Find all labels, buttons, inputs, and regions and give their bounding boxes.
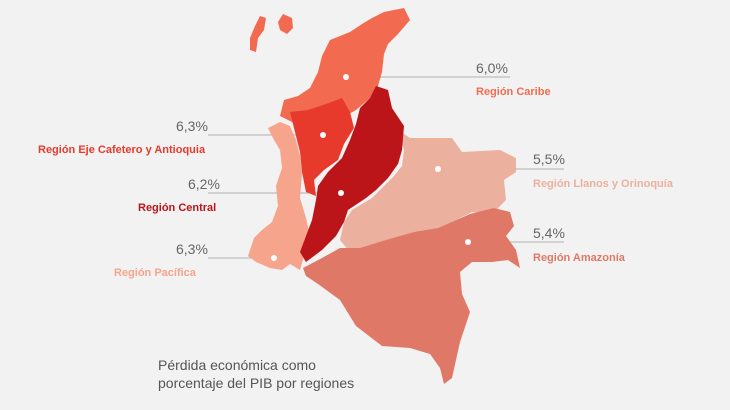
name-caribe: Región Caribe: [476, 86, 551, 98]
marker-central: [338, 190, 344, 196]
region-caribe-islands: [250, 14, 293, 52]
marker-amazonia: [465, 239, 471, 245]
value-amazonia: 5,4%: [533, 225, 565, 241]
marker-llanos: [435, 166, 441, 172]
name-central: Región Central: [138, 202, 217, 214]
name-eje: Región Eje Cafetero y Antioquia: [38, 144, 206, 156]
caption-line-2: porcentaje del PIB por regiones: [158, 375, 355, 391]
region-central: [300, 86, 404, 262]
region-llanos: [340, 130, 516, 252]
marker-caribe: [343, 74, 349, 80]
value-caribe: 6,0%: [476, 60, 508, 76]
value-pacifica: 6,3%: [176, 241, 208, 257]
name-llanos: Región Llanos y Orinoquía: [533, 178, 673, 190]
region-pacifica: [248, 122, 310, 270]
value-central: 6,2%: [188, 176, 220, 192]
value-llanos: 5,5%: [533, 151, 565, 167]
name-amazonia: Región Amazonía: [533, 252, 625, 264]
region-caribe: [280, 8, 410, 128]
map-caption: Pérdida económica como porcentaje del PI…: [158, 356, 354, 392]
marker-pacifica: [271, 255, 277, 261]
marker-eje: [320, 132, 326, 138]
caption-line-1: Pérdida económica como: [158, 357, 316, 373]
value-eje: 6,3%: [176, 118, 208, 134]
name-pacifica: Región Pacífica: [114, 267, 196, 279]
region-amazonia: [303, 208, 520, 384]
region-eje: [290, 98, 354, 196]
